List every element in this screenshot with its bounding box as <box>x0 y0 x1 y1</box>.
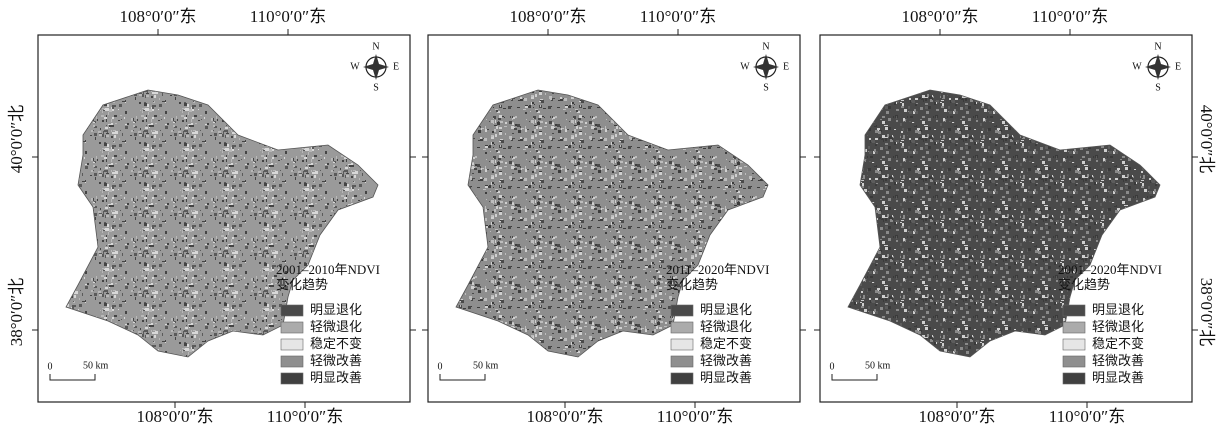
compass-letter: E <box>783 61 789 72</box>
legend-swatch <box>281 305 303 316</box>
legend-swatch <box>1063 322 1085 333</box>
longitude-label: 108°0′0″东 <box>526 407 603 426</box>
legend-label: 稳定不变 <box>310 336 362 351</box>
longitude-label: 110°0′0″东 <box>1032 7 1108 26</box>
figure: NSWE2001–2010年NDVI变化趋势明显退化轻微退化稳定不变轻微改善明显… <box>0 0 1216 430</box>
compass-letter: N <box>372 41 379 52</box>
compass-letter: E <box>393 61 399 72</box>
longitude-label: 110°0′0″东 <box>250 7 326 26</box>
latitude-label: 40°0′0″北 <box>1197 105 1216 174</box>
compass-letter: W <box>1132 61 1142 72</box>
latitude-label: 38°0′0″北 <box>7 278 26 347</box>
map-panel: N S W E 2011–2020年NDVI变化趋势明显退化轻微退化稳定不变轻微改善明显… <box>428 35 800 402</box>
legend-title: 变化趋势 <box>276 277 328 292</box>
compass-letter: E <box>1175 61 1181 72</box>
legend-swatch <box>1063 373 1085 384</box>
longitude-label: 108°0′0″东 <box>136 407 213 426</box>
legend-swatch <box>1063 339 1085 350</box>
compass-letter: S <box>763 82 769 93</box>
longitude-label: 108°0′0″东 <box>119 7 196 26</box>
legend-swatch <box>281 322 303 333</box>
legend-swatch <box>1063 356 1085 367</box>
legend-title: 2001–2020年NDVI <box>1058 262 1162 277</box>
legend-label: 明显退化 <box>310 302 362 317</box>
legend-label: 轻微退化 <box>310 319 362 334</box>
legend-label: 轻微退化 <box>1092 319 1144 334</box>
scale-label: 0 <box>438 361 443 372</box>
legend-label: 明显改善 <box>700 370 752 385</box>
map-panel: N S W E 2001–2010年NDVI变化趋势明显退化轻微退化稳定不变轻微改善明显… <box>38 35 410 402</box>
compass-letter: W <box>740 61 750 72</box>
legend-label: 稳定不变 <box>1092 336 1144 351</box>
legend-label: 明显改善 <box>1092 370 1144 385</box>
legend-swatch <box>671 322 693 333</box>
longitude-label: 110°0′0″东 <box>640 7 716 26</box>
latitude-label: 38°0′0″北 <box>1197 278 1216 347</box>
compass-letter: W <box>350 61 360 72</box>
legend-label: 轻微改善 <box>310 353 362 368</box>
map-panel: N S W E 2001–2020年NDVI变化趋势明显退化轻微退化稳定不变轻微改善明显… <box>820 35 1192 402</box>
scale-label: 50 km <box>473 360 499 371</box>
compass-letter: S <box>373 82 379 93</box>
latitude-label: 40°0′0″北 <box>7 105 26 174</box>
legend-swatch <box>671 339 693 350</box>
scale-label: 50 km <box>83 360 109 371</box>
legend-label: 轻微退化 <box>700 319 752 334</box>
legend-swatch <box>671 373 693 384</box>
longitude-label: 108°0′0″东 <box>918 407 995 426</box>
legend-swatch <box>671 305 693 316</box>
legend-label: 明显退化 <box>700 302 752 317</box>
longitude-label: 108°0′0″东 <box>509 7 586 26</box>
longitude-label: 108°0′0″东 <box>901 7 978 26</box>
legend-label: 明显改善 <box>310 370 362 385</box>
legend-label: 稳定不变 <box>700 336 752 351</box>
legend-title: 2001–2010年NDVI <box>276 262 380 277</box>
legend-label: 轻微改善 <box>1092 353 1144 368</box>
compass-letter: S <box>1155 82 1161 93</box>
legend-label: 明显退化 <box>1092 302 1144 317</box>
legend-label: 轻微改善 <box>700 353 752 368</box>
legend-swatch <box>1063 305 1085 316</box>
legend-title: 2011–2020年NDVI <box>666 262 770 277</box>
legend-swatch <box>671 356 693 367</box>
scale-label: 0 <box>48 361 53 372</box>
longitude-label: 110°0′0″东 <box>1049 407 1125 426</box>
compass-letter: N <box>1154 41 1161 52</box>
compass-letter: N <box>762 41 769 52</box>
longitude-label: 110°0′0″东 <box>657 407 733 426</box>
legend-swatch <box>281 339 303 350</box>
longitude-label: 110°0′0″东 <box>267 407 343 426</box>
legend-swatch <box>281 356 303 367</box>
scale-label: 0 <box>830 361 835 372</box>
legend-title: 变化趋势 <box>666 277 718 292</box>
legend-title: 变化趋势 <box>1058 277 1110 292</box>
legend-swatch <box>281 373 303 384</box>
scale-label: 50 km <box>865 360 891 371</box>
